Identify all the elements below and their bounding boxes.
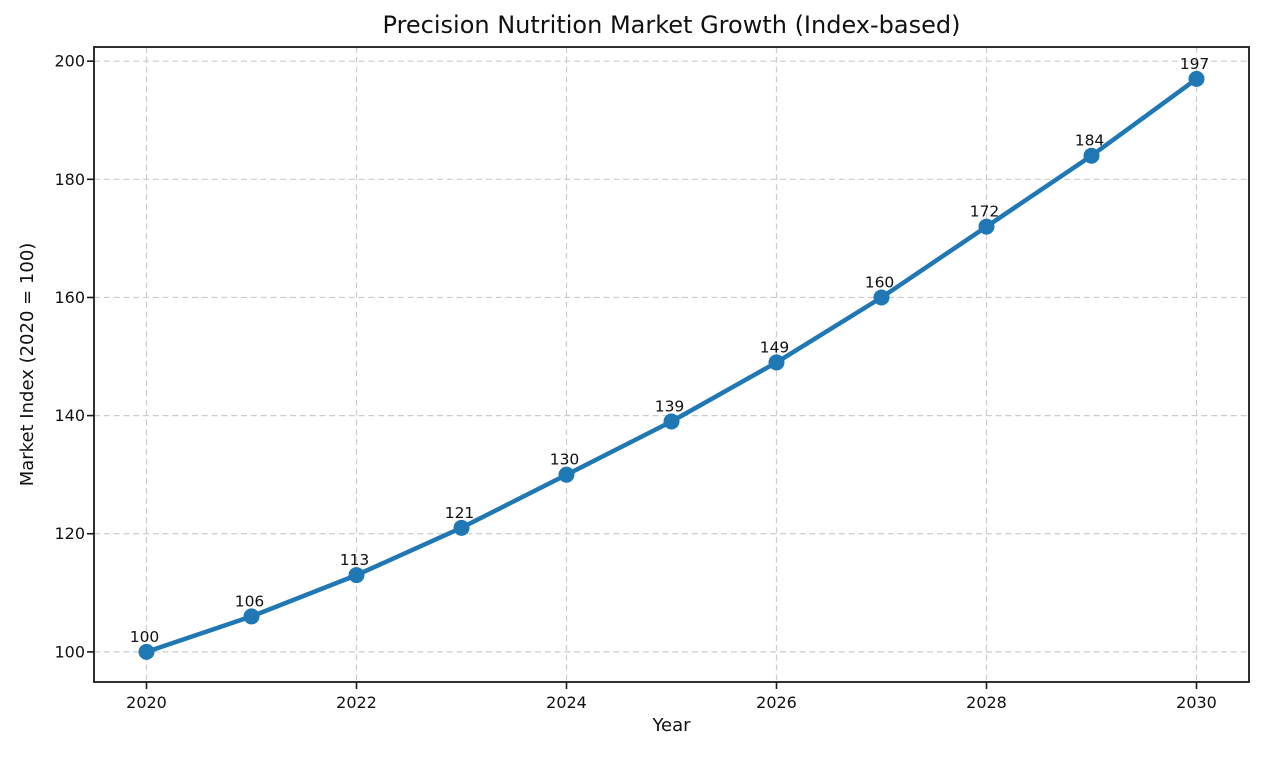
data-label-2020: 100 [130, 628, 160, 646]
data-label-2029: 184 [1075, 132, 1105, 150]
x-tick-label-2024: 2024 [546, 693, 587, 712]
x-axis-ticks: 2020 2022 2024 2026 2028 2030 [126, 682, 1217, 712]
data-label-2025: 139 [655, 398, 685, 416]
data-point-2030 [1188, 70, 1205, 87]
x-tick-label-2020: 2020 [126, 693, 167, 712]
data-label-2024: 130 [550, 451, 580, 469]
data-point-2029 [1083, 147, 1100, 164]
data-label-2022: 113 [340, 551, 370, 569]
data-point-2027 [873, 289, 890, 306]
series-line [144, 76, 1199, 655]
y-axis-ticks: 100 120 140 160 180 200 [54, 52, 94, 661]
x-tick-label-2026: 2026 [756, 693, 797, 712]
x-tick-label-2028: 2028 [966, 693, 1007, 712]
chart-title: Precision Nutrition Market Growth (Index… [383, 11, 961, 39]
data-point-2028 [978, 218, 995, 235]
plot-frame [93, 46, 1250, 683]
y-tick-label-200: 200 [54, 52, 85, 71]
y-tick-label-180: 180 [54, 170, 85, 189]
data-point-2024 [558, 466, 575, 483]
data-point-labels: 100 106 113 121 130 139 149 160 172 184 197 [130, 55, 1210, 646]
data-point-2023 [453, 519, 470, 536]
data-label-2023: 121 [445, 504, 475, 522]
data-point-2025 [663, 413, 680, 430]
data-points [138, 70, 1205, 660]
data-point-2022 [348, 567, 365, 584]
x-tick-label-2022: 2022 [336, 693, 377, 712]
x-axis-label: Year [651, 715, 691, 736]
y-tick-label-160: 160 [54, 288, 85, 307]
y-axis-label: Market Index (2020 = 100) [17, 243, 38, 487]
data-point-2020 [138, 643, 155, 660]
data-label-2028: 172 [970, 203, 1000, 221]
y-tick-label-100: 100 [54, 642, 85, 661]
data-point-2026 [768, 354, 785, 371]
data-label-2027: 160 [865, 273, 895, 291]
y-tick-label-140: 140 [54, 406, 85, 425]
data-label-2021: 106 [235, 592, 265, 610]
x-tick-label-2030: 2030 [1176, 693, 1217, 712]
data-point-2021 [243, 608, 260, 625]
data-label-2026: 149 [760, 338, 790, 356]
data-label-2030: 197 [1180, 55, 1210, 73]
y-tick-label-120: 120 [54, 524, 85, 543]
